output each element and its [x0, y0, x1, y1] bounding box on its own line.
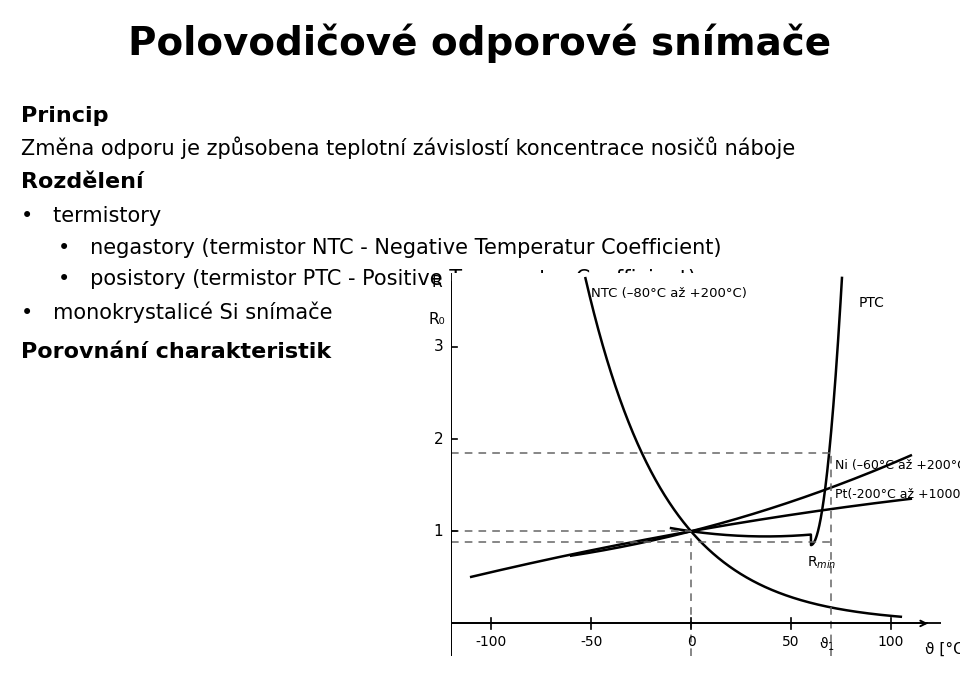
Text: Princip: Princip — [21, 106, 108, 126]
Text: Polovodičové odporové snímače: Polovodičové odporové snímače — [129, 24, 831, 64]
Text: Rozdělení: Rozdělení — [21, 172, 144, 192]
Text: 3: 3 — [434, 339, 444, 354]
Text: 100: 100 — [877, 635, 904, 650]
Text: NTC (–80°C až +200°C): NTC (–80°C až +200°C) — [591, 287, 747, 300]
Text: •   posistory (termistor PTC - Positive Temperatur Coefficient): • posistory (termistor PTC - Positive Te… — [58, 269, 696, 289]
Text: Ni (–60°C až +200°C): Ni (–60°C až +200°C) — [835, 460, 960, 473]
Text: R₀: R₀ — [429, 312, 445, 327]
Text: R$_{min}$: R$_{min}$ — [807, 555, 836, 571]
Text: •   termistory: • termistory — [21, 206, 161, 226]
Text: PTC: PTC — [859, 296, 885, 310]
Text: 1: 1 — [434, 524, 444, 539]
Text: Porovnání charakteristik: Porovnání charakteristik — [21, 342, 331, 361]
Text: •   negastory (termistor NTC - Negative Temperatur Coefficient): • negastory (termistor NTC - Negative Te… — [58, 238, 721, 257]
Text: •   monokrystalicé Si snímače: • monokrystalicé Si snímače — [21, 302, 332, 323]
Text: Změna odporu je způsobena teplotní závislostí koncentrace nosičů náboje: Změna odporu je způsobena teplotní závis… — [21, 137, 796, 159]
Text: ϑ$_1$: ϑ$_1$ — [819, 635, 835, 653]
Text: -50: -50 — [580, 635, 602, 650]
Text: 2: 2 — [434, 432, 444, 447]
Text: R: R — [432, 275, 443, 290]
Text: -100: -100 — [475, 635, 507, 650]
Text: 50: 50 — [782, 635, 800, 650]
Text: Pt(-200°C až +1000°C): Pt(-200°C až +1000°C) — [835, 488, 960, 501]
Text: ϑ [°C]: ϑ [°C] — [924, 642, 960, 657]
Text: 0: 0 — [686, 635, 695, 650]
